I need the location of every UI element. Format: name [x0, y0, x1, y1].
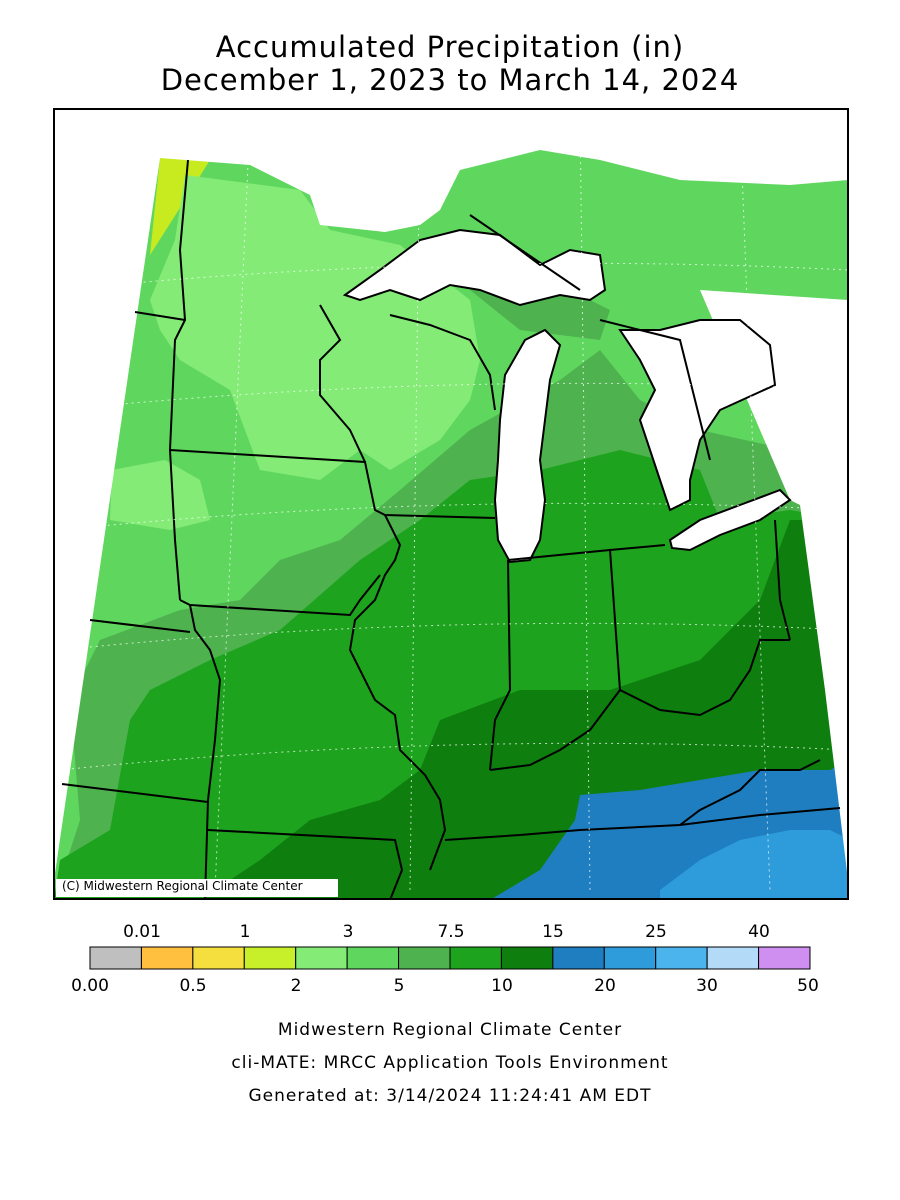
- map-title: Accumulated Precipitation (in): [215, 30, 685, 64]
- graticule: [59, 119, 848, 891]
- lake-michigan: [493, 328, 562, 564]
- legend-top-label: 0.01: [123, 922, 161, 942]
- state-borders: [61, 159, 841, 899]
- legend-bottom-label: 0.00: [71, 976, 109, 996]
- legend-swatch: [89, 946, 142, 970]
- credit-organization: Midwestern Regional Climate Center: [277, 1020, 623, 1040]
- legend-swatch: [500, 946, 554, 970]
- legend-swatch: [603, 946, 657, 970]
- legend-colorbar: [89, 946, 811, 970]
- legend-bottom-label: 0.5: [179, 976, 207, 996]
- legend-top-label: 1: [239, 922, 251, 942]
- map-frame: [53, 108, 849, 900]
- lake-superior: [342, 228, 607, 307]
- legend-swatch: [449, 946, 502, 970]
- legend-bottom-label: 50: [797, 976, 819, 996]
- light-green-zone: [150, 175, 480, 480]
- legend-top-label: 25: [645, 922, 667, 942]
- legend-swatch: [655, 946, 708, 970]
- lake-huron: [618, 319, 777, 512]
- legend-swatch: [706, 946, 760, 970]
- legend-swatch: [758, 946, 811, 970]
- legend-bottom-label: 5: [393, 976, 405, 996]
- copyright-text: (C) Midwestern Regional Climate Center: [62, 879, 303, 893]
- credit-generated: Generated at: 3/14/2024 11:24:41 AM EDT: [248, 1086, 652, 1106]
- legend-swatch: [295, 946, 348, 970]
- outside-area: [54, 109, 160, 880]
- legend-swatch: [398, 946, 451, 970]
- lake-erie: [668, 488, 792, 552]
- outside-area: [700, 290, 848, 880]
- legend-top-label: 7.5: [437, 922, 465, 942]
- legend-top-label: 15: [542, 922, 564, 942]
- legend-top-label: 40: [748, 922, 770, 942]
- legend-swatch: [346, 946, 400, 970]
- light-green-zone: [110, 460, 210, 530]
- copyright-box: [56, 879, 338, 897]
- legend-swatch: [552, 946, 605, 970]
- legend-swatch: [243, 946, 297, 970]
- map-date-range: December 1, 2023 to March 14, 2024: [160, 63, 740, 97]
- legend-bottom-label: 30: [696, 976, 718, 996]
- credit-tool: cli-MATE: MRCC Application Tools Environ…: [231, 1053, 669, 1073]
- legend-bottom-label: 20: [594, 976, 616, 996]
- outside-area: [54, 109, 848, 300]
- legend-bottom-label: 10: [491, 976, 513, 996]
- legend-bottom-label: 2: [290, 976, 302, 996]
- legend-swatch: [192, 946, 245, 970]
- legend-top-label: 3: [342, 922, 354, 942]
- light-blue-zone: [660, 830, 848, 899]
- legend-swatch: [140, 946, 194, 970]
